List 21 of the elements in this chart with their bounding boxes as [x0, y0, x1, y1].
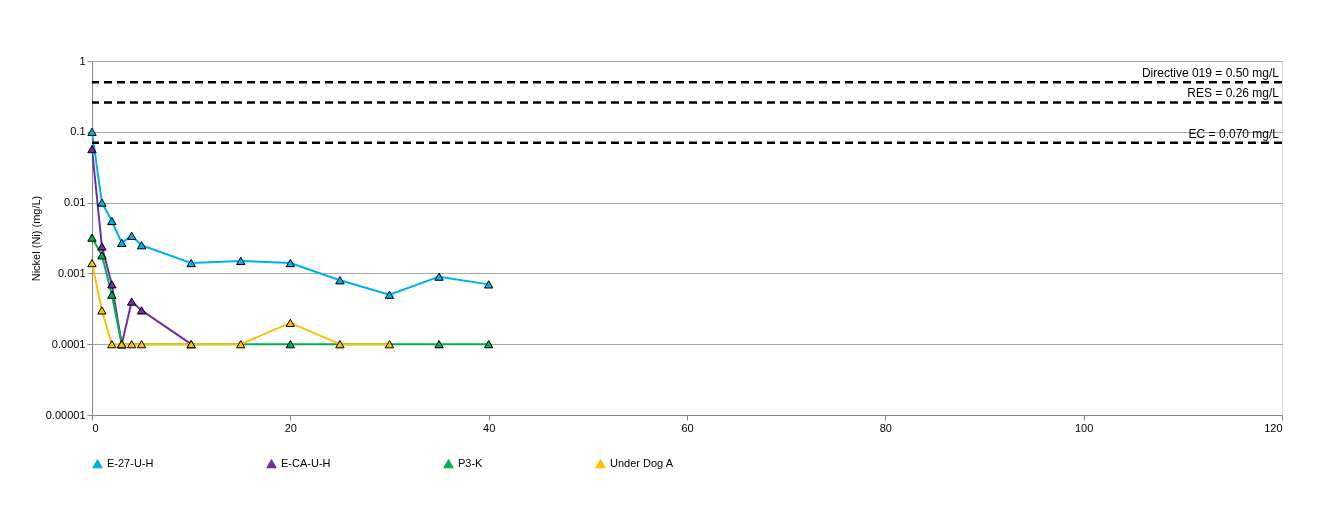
x-tick-label: 20	[284, 421, 297, 434]
legend-label: Under Dog A	[610, 456, 674, 469]
ref-line-label: EC = 0.070 mg/L	[1188, 126, 1280, 141]
legend-label: E-CA-U-H	[281, 456, 331, 469]
x-tick-label: 40	[483, 421, 496, 434]
ref-line-label: RES = 0.26 mg/L	[1187, 86, 1280, 101]
y-tick-label: 0.1	[70, 125, 86, 138]
y-tick-label: 0.0001	[51, 337, 86, 350]
y-tick-label: 0.01	[64, 196, 86, 209]
y-tick-label: 0.00001	[45, 408, 86, 421]
legend-label: P3-K	[458, 456, 484, 469]
y-tick-label: 0.001	[57, 266, 86, 279]
x-tick-label: 100	[1074, 421, 1094, 434]
ref-line-label: Directive 019 = 0.50 mg/L	[1141, 66, 1280, 81]
legend-label: E-27-U-H	[107, 456, 154, 469]
y-axis-title: Nickel (Ni) (mg/L)	[29, 195, 42, 282]
x-tick-label: 0	[92, 421, 99, 434]
y-tick-label: 1	[79, 54, 86, 67]
x-tick-label: 60	[681, 421, 694, 434]
x-tick-label: 120	[1264, 421, 1283, 434]
x-tick-label: 80	[879, 421, 892, 434]
